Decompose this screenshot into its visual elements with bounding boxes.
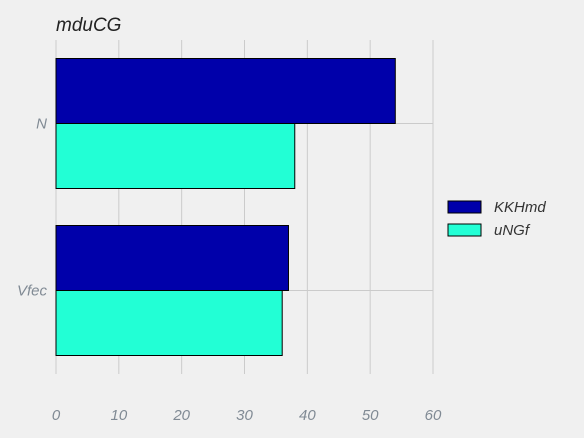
x-tick-label: 50 [362, 407, 379, 424]
legend-label: KKHmd [494, 199, 546, 216]
chart-title: mduCG [56, 15, 121, 36]
y-tick-label: Vfec [17, 283, 48, 300]
x-tick-label: 40 [299, 407, 316, 424]
x-tick-label: 60 [425, 407, 442, 424]
bars [55, 58, 396, 356]
x-tick-label: 0 [52, 407, 61, 424]
legend-swatch [447, 200, 482, 214]
legend-label: uNGf [494, 222, 531, 239]
x-tick-label: 30 [236, 407, 253, 424]
x-tick-label: 20 [172, 407, 190, 424]
y-tick-label: N [36, 116, 47, 133]
bar-uNGf-Vfec [55, 290, 283, 356]
legend-swatch [447, 223, 482, 237]
bar-uNGf-N [55, 123, 296, 189]
bar-KKHmd-N [55, 58, 396, 124]
x-tick-label: 10 [110, 407, 127, 424]
legend: KKHmd uNGf [447, 199, 546, 239]
bar-KKHmd-Vfec [55, 225, 289, 291]
tick-labels: 0 10 20 30 40 50 60 N Vfec [17, 116, 442, 425]
